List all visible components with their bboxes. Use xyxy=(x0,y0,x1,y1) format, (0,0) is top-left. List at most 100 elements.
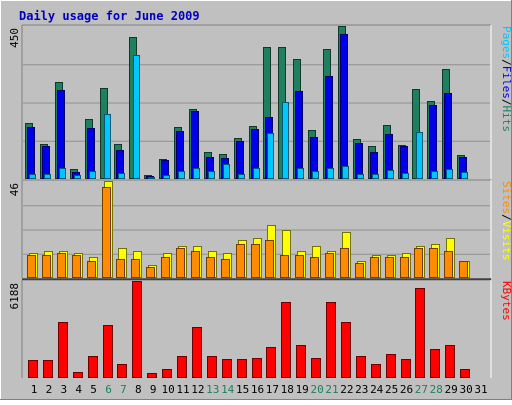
x-tick-label: 11 xyxy=(176,383,189,396)
bar-sites-day-12 xyxy=(191,251,200,278)
bar-sites-day-6 xyxy=(102,187,111,278)
legend-entry: Pages xyxy=(500,26,512,59)
x-tick-label: 1 xyxy=(31,383,38,396)
bar-files-day-1 xyxy=(27,127,35,179)
series-kbytes xyxy=(28,281,470,378)
bar-sites-day-3 xyxy=(57,253,66,278)
bar-pages-day-8 xyxy=(133,55,140,179)
bar-sites-day-10 xyxy=(161,257,170,278)
panel-requests: 450 Pages/Files/Hits xyxy=(8,24,512,179)
bar-pages-day-17 xyxy=(267,133,274,179)
x-tick-label: 19 xyxy=(296,383,309,396)
bar-kbytes-day-23 xyxy=(356,356,366,378)
bar-pages-day-25 xyxy=(387,170,394,179)
x-tick-label: 29 xyxy=(445,383,458,396)
panel-visits: 46 Sites/Visits xyxy=(8,179,512,278)
bar-pages-day-13 xyxy=(208,171,215,179)
x-tick-label: 17 xyxy=(266,383,279,396)
bar-sites-day-16 xyxy=(251,244,260,278)
x-tick-label: 6 xyxy=(105,383,112,396)
bar-sites-day-1 xyxy=(27,255,36,278)
bar-files-day-19 xyxy=(295,91,303,179)
series-sites xyxy=(27,187,468,278)
chart-title: Daily usage for June 2009 xyxy=(19,9,200,23)
x-tick-label: 18 xyxy=(281,383,294,396)
y-max-label: 6188 xyxy=(8,283,21,310)
bar-kbytes-day-1 xyxy=(28,360,38,378)
bar-files-day-3 xyxy=(57,90,65,179)
bar-sites-day-21 xyxy=(325,253,334,278)
x-tick-label: 2 xyxy=(46,383,53,396)
bar-sites-day-17 xyxy=(265,240,274,278)
bar-pages-day-26 xyxy=(402,173,409,179)
bar-kbytes-day-13 xyxy=(207,356,217,378)
x-tick-label: 23 xyxy=(355,383,368,396)
bar-sites-day-30 xyxy=(459,261,468,278)
bar-pages-day-18 xyxy=(282,102,289,179)
legend-entry: Sites xyxy=(500,181,512,214)
x-axis-labels: 1 2 3 4 5 6 7 8 9 10 11 12 13 14 15 16 17 18 19 20 21 22 23 24 2… xyxy=(31,383,488,396)
bar-kbytes-day-9 xyxy=(147,373,157,378)
bar-sites-day-20 xyxy=(310,257,319,278)
bar-kbytes-day-5 xyxy=(88,356,98,378)
legend-entry: / xyxy=(500,99,512,106)
y-max-label: 450 xyxy=(8,28,21,48)
bar-pages-day-10 xyxy=(163,175,170,179)
bar-pages-day-19 xyxy=(297,168,304,179)
x-tick-label: 30 xyxy=(459,383,472,396)
legend-entry: / xyxy=(500,59,512,66)
bar-sites-day-14 xyxy=(221,259,230,278)
bar-sites-day-18 xyxy=(280,255,289,278)
bar-kbytes-day-8 xyxy=(132,281,142,378)
bar-sites-day-28 xyxy=(429,248,438,278)
bar-kbytes-day-7 xyxy=(117,364,127,378)
chart-background xyxy=(1,1,511,399)
bar-sites-day-7 xyxy=(116,259,125,278)
bar-pages-day-4 xyxy=(74,175,81,179)
bar-kbytes-day-24 xyxy=(371,364,381,378)
x-tick-label: 13 xyxy=(206,383,219,396)
bar-pages-day-14 xyxy=(223,164,230,179)
bar-files-day-22 xyxy=(340,34,348,179)
bar-kbytes-day-10 xyxy=(162,369,172,378)
bar-kbytes-day-12 xyxy=(192,327,202,378)
bar-sites-day-25 xyxy=(385,257,394,278)
bar-kbytes-day-11 xyxy=(177,356,187,378)
bar-files-day-2 xyxy=(42,146,50,179)
bar-sites-day-24 xyxy=(370,257,379,278)
panel-legend: Pages/Files/Hits xyxy=(500,26,512,132)
bar-kbytes-day-26 xyxy=(401,359,411,378)
bar-kbytes-day-16 xyxy=(252,358,262,378)
x-tick-label: 5 xyxy=(90,383,97,396)
bar-kbytes-day-6 xyxy=(103,325,113,378)
x-tick-label: 22 xyxy=(340,383,353,396)
x-tick-label: 14 xyxy=(221,383,235,396)
series-pages xyxy=(29,55,468,179)
bar-pages-day-16 xyxy=(253,168,260,179)
bar-pages-day-5 xyxy=(89,171,96,179)
x-tick-label: 7 xyxy=(120,383,127,396)
bar-pages-day-3 xyxy=(59,168,66,179)
x-tick-label: 12 xyxy=(191,383,204,396)
panel-legend: KBytes xyxy=(500,281,512,321)
bar-sites-day-22 xyxy=(340,248,349,278)
legend-entry: Hits xyxy=(500,106,512,133)
bar-pages-day-27 xyxy=(416,132,423,179)
bar-kbytes-day-4 xyxy=(73,372,83,378)
bar-sites-day-11 xyxy=(176,248,185,278)
bar-kbytes-day-3 xyxy=(58,322,68,378)
bar-pages-day-9 xyxy=(148,177,155,179)
bar-sites-day-19 xyxy=(295,255,304,278)
x-tick-label: 20 xyxy=(310,383,323,396)
x-tick-label: 3 xyxy=(60,383,67,396)
bar-sites-day-5 xyxy=(87,261,96,278)
bar-pages-day-21 xyxy=(327,168,334,179)
bar-sites-day-15 xyxy=(236,244,245,278)
bar-pages-day-2 xyxy=(44,174,51,179)
panels-layer: 450 Pages/Files/Hits 46 Sites/Visits 6188 KBy… xyxy=(8,24,512,378)
bar-kbytes-day-20 xyxy=(311,358,321,378)
panel-kbytes: 6188 KBytes xyxy=(8,279,512,378)
x-tick-label: 26 xyxy=(400,383,413,396)
bar-kbytes-day-27 xyxy=(415,288,425,378)
legend-entry: / xyxy=(500,214,512,221)
